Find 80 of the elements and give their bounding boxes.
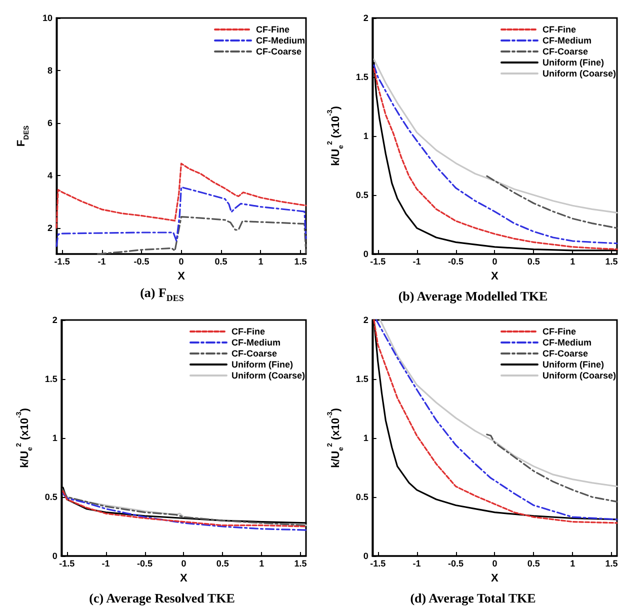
x-axis-title: X <box>178 270 186 282</box>
y-tick-label: 1.5 <box>356 72 368 82</box>
legend-label: CF-Fine <box>542 24 576 34</box>
x-tick-label: 0 <box>492 558 498 568</box>
y-tick-label: 2 <box>363 315 368 325</box>
line-series <box>56 162 307 229</box>
x-tick-label: 1.5 <box>294 558 307 568</box>
y-tick-label: 2 <box>363 13 368 23</box>
legend-label: Uniform (Coarse) <box>542 68 616 78</box>
x-tick-label: 1 <box>259 558 264 568</box>
line-series <box>486 175 618 229</box>
y-tick-label: 0.5 <box>356 492 368 502</box>
x-tick-label: 0.5 <box>527 558 540 568</box>
x-tick-label: 0 <box>492 256 498 266</box>
text: (c) Average Resolved TKE <box>89 590 235 606</box>
x-tick-label: -1.5 <box>370 256 386 266</box>
x-axis-title: X <box>491 270 500 282</box>
x-tick-label: -0.5 <box>137 558 153 568</box>
x-tick-label: 1.5 <box>605 558 618 568</box>
x-tick-label: -0.5 <box>448 256 464 266</box>
x-tick-label: 1 <box>570 558 576 568</box>
line-series <box>56 186 307 247</box>
y-tick-label: 0.5 <box>356 190 368 200</box>
x-tick-label: 0 <box>178 256 184 266</box>
legend-label: CF-Medium <box>542 338 592 348</box>
line-series <box>373 58 618 214</box>
line-series <box>486 434 618 503</box>
y-tick-label: 0.5 <box>44 492 58 502</box>
x-tick-label: 1 <box>570 256 576 266</box>
x-tick-label: 1.5 <box>605 256 618 266</box>
legend-label: Uniform (Coarse) <box>542 370 616 380</box>
legend-label: CF-Medium <box>256 36 306 46</box>
x-tick-label: -1.5 <box>54 256 70 266</box>
y-tick-label: 1.5 <box>44 374 58 384</box>
legend-label: CF-Fine <box>231 326 265 336</box>
x-tick-label: 1 <box>258 256 264 266</box>
x-tick-label: 0.5 <box>216 558 229 568</box>
text: (d) Average Total TKE <box>410 590 536 606</box>
x-tick-label: -0.5 <box>448 558 464 568</box>
y-tick-label: 0 <box>363 249 368 259</box>
legend-label: Uniform (Fine) <box>231 360 293 370</box>
x-tick-label: -1.5 <box>370 558 386 568</box>
x-tick-label: 0.5 <box>527 256 540 266</box>
legend-label: CF-Medium <box>542 36 592 46</box>
y-tick-label: 2 <box>47 222 52 233</box>
legend-label: CF-Fine <box>256 24 290 34</box>
legend-label: Uniform (Fine) <box>542 360 604 370</box>
x-axis-title: X <box>180 572 188 584</box>
x-tick-label: -1 <box>102 558 110 568</box>
y-tick-label: 6 <box>47 118 52 128</box>
legend-label: Uniform (Coarse) <box>231 370 306 380</box>
line-series <box>379 319 618 488</box>
y-tick-label: 8 <box>47 65 52 76</box>
y-tick-label: 1 <box>363 433 368 443</box>
legend-label: CF-Coarse <box>231 348 278 358</box>
legend-label: CF-Medium <box>231 338 280 348</box>
x-tick-label: -1 <box>412 256 421 266</box>
y-tick-label: 10 <box>42 13 52 23</box>
y-tick-label: 4 <box>47 170 52 180</box>
y-tick-label: 2 <box>52 315 58 325</box>
legend-label: CF-Coarse <box>256 46 302 56</box>
legend-label: CF-Coarse <box>542 46 588 56</box>
x-tick-label: -1 <box>98 256 106 266</box>
x-tick-label: 1.5 <box>294 256 307 266</box>
x-tick-label: -1.5 <box>59 558 75 568</box>
y-tick-label: 1 <box>52 433 58 443</box>
y-tick-label: 0 <box>363 551 368 561</box>
y-tick-label: 1.5 <box>356 374 368 384</box>
y-tick-label: 0 <box>52 551 58 561</box>
x-tick-label: -1 <box>412 558 421 568</box>
text: (b) Average Modelled TKE <box>398 288 548 304</box>
legend-label: CF-Fine <box>542 326 576 336</box>
line-series <box>97 216 307 255</box>
x-tick-label: -0.5 <box>134 256 150 266</box>
legend-label: CF-Coarse <box>542 348 588 358</box>
x-tick-label: 0 <box>181 558 186 568</box>
x-axis-title: X <box>491 572 500 584</box>
legend-label: Uniform (Fine) <box>542 58 604 68</box>
x-tick-label: 0.5 <box>214 256 228 266</box>
y-tick-label: 1 <box>363 131 368 141</box>
